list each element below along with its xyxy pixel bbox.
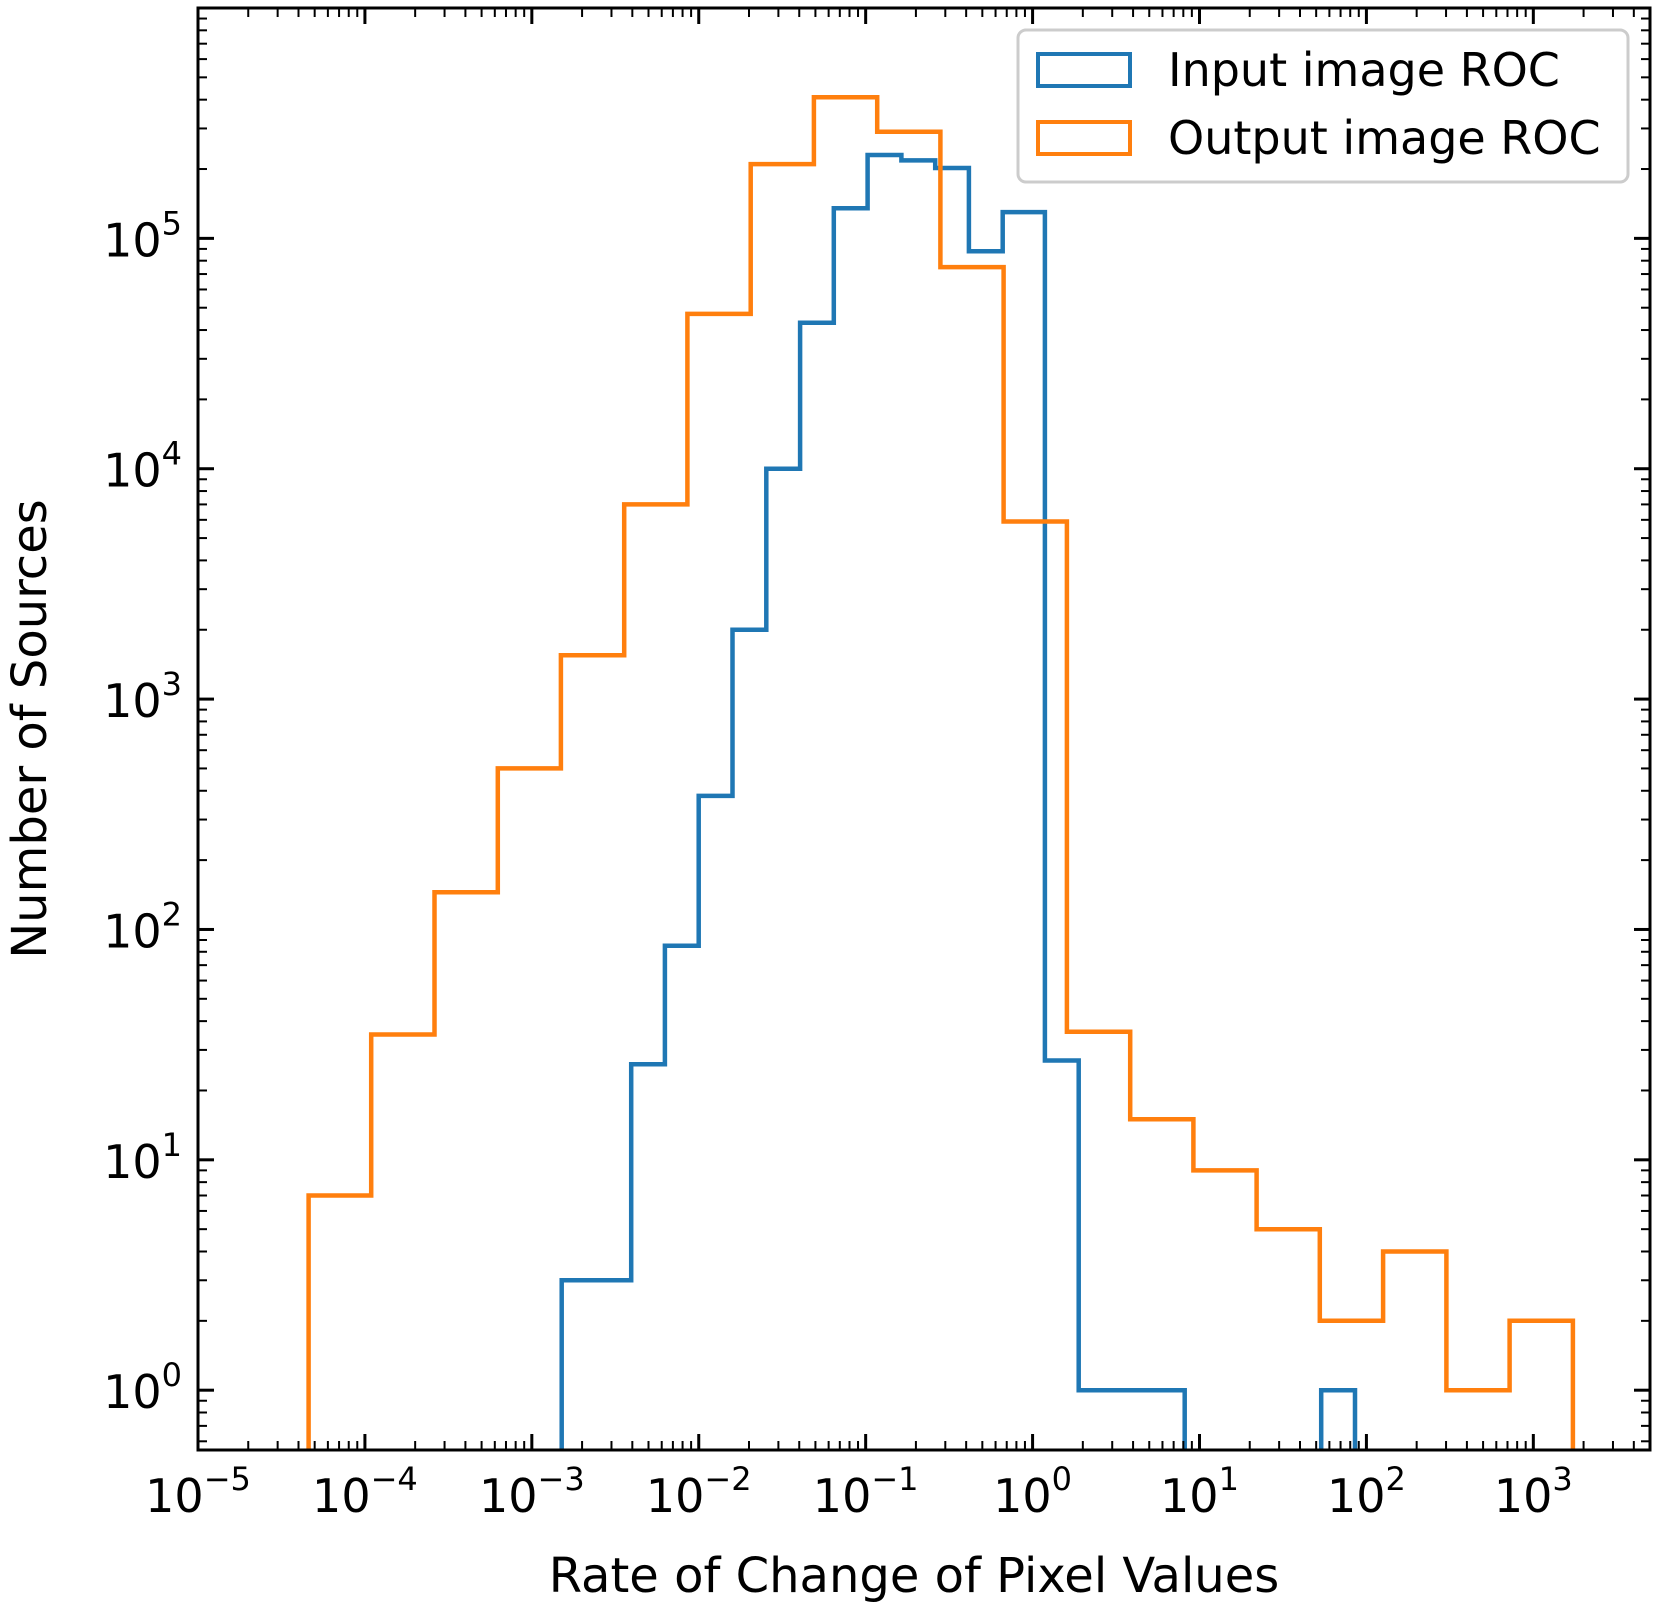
tick-labels-layer: 10−5 10−4 10−3 10−2 10−1 100 101 102 103 100 101 10… [103, 204, 1573, 1523]
series-input-step-line [559, 152, 1358, 1450]
x-tick-label: 100 [993, 1460, 1072, 1523]
y-tick-label: 105 [103, 204, 182, 267]
legend-box [1016, 28, 1630, 184]
x-tick-label: 103 [1494, 1460, 1573, 1523]
plot-frame [196, 6, 1652, 1452]
legend-label-input: Input image ROC [1168, 43, 1560, 97]
x-tick-label: 102 [1327, 1460, 1406, 1523]
x-tick-label: 101 [1160, 1460, 1239, 1523]
x-axis-label: Rate of Change of Pixel Values [549, 1548, 1280, 1604]
x-tick-label: 10−5 [145, 1460, 251, 1523]
legend-swatch-output [1036, 120, 1132, 156]
y-tick-label: 100 [103, 1356, 182, 1419]
series-layer [306, 94, 1576, 1450]
x-tick-label: 10−1 [813, 1460, 919, 1523]
series-output-step-line [306, 94, 1576, 1450]
y-tick-label: 101 [103, 1126, 182, 1189]
y-tick-label: 104 [103, 435, 182, 498]
y-tick-label: 102 [103, 895, 182, 958]
x-tick-label: 10−3 [479, 1460, 585, 1523]
legend-label-output: Output image ROC [1168, 111, 1601, 165]
y-tick-label: 103 [103, 665, 182, 728]
x-tick-label: 10−2 [646, 1460, 752, 1523]
y-axis-label: Number of Sources [2, 499, 58, 958]
x-tick-label: 10−4 [312, 1460, 418, 1523]
legend: Input image ROC Output image ROC [1016, 28, 1630, 184]
legend-swatch-input [1036, 52, 1132, 88]
